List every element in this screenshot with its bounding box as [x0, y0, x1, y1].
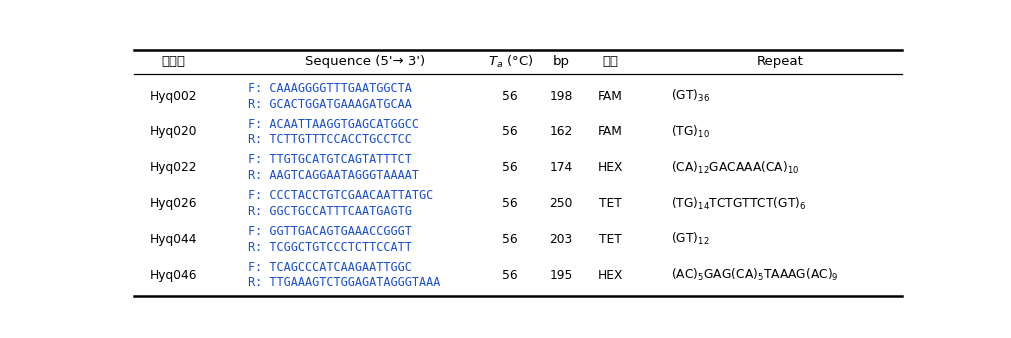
Text: R: AAGTCAGGAATAGGGTAAAAT: R: AAGTCAGGAATAGGGTAAAAT [248, 169, 419, 182]
Text: TET: TET [600, 233, 622, 246]
Text: FAM: FAM [599, 125, 623, 139]
Text: 56: 56 [502, 125, 518, 139]
Text: $\mathrm{(AC)}_{5}\mathrm{GAG(CA)}_{5}\mathrm{TAAAG(AC)}_{9}$: $\mathrm{(AC)}_{5}\mathrm{GAG(CA)}_{5}\m… [671, 267, 838, 283]
Text: $\mathrm{(GT)}_{36}$: $\mathrm{(GT)}_{36}$ [671, 88, 710, 104]
Text: F: GGTTGACAGTGAAACCGGGT: F: GGTTGACAGTGAAACCGGGT [248, 225, 411, 238]
Text: 198: 198 [550, 90, 573, 103]
Text: $\mathrm{(TG)}_{10}$: $\mathrm{(TG)}_{10}$ [671, 124, 710, 140]
Text: FAM: FAM [599, 90, 623, 103]
Text: R: GGCTGCCATTTCAATGAGTG: R: GGCTGCCATTTCAATGAGTG [248, 205, 411, 218]
Text: $\mathrm{(GT)}_{12}$: $\mathrm{(GT)}_{12}$ [671, 231, 710, 247]
Text: Hyq022: Hyq022 [150, 161, 197, 174]
Text: Sequence (5'→ 3'): Sequence (5'→ 3') [305, 55, 426, 68]
Text: TET: TET [600, 197, 622, 210]
Text: 250: 250 [550, 197, 573, 210]
Text: 174: 174 [550, 161, 573, 174]
Text: F: TTGTGCATGTCAGTATTTCT: F: TTGTGCATGTCAGTATTTCT [248, 153, 411, 166]
Text: F: CAAAGGGGTTTGAATGGCTA: F: CAAAGGGGTTTGAATGGCTA [248, 82, 411, 95]
Text: HEX: HEX [598, 161, 623, 174]
Text: $\mathrm{(CA)}_{12}\mathrm{GACAAA(CA)}_{10}$: $\mathrm{(CA)}_{12}\mathrm{GACAAA(CA)}_{… [671, 160, 799, 176]
Text: 56: 56 [502, 233, 518, 246]
Text: 56: 56 [502, 197, 518, 210]
Text: 56: 56 [502, 90, 518, 103]
Text: Repeat: Repeat [757, 55, 804, 68]
Text: 56: 56 [502, 161, 518, 174]
Text: 형광: 형광 [603, 55, 619, 68]
Text: HEX: HEX [598, 269, 623, 282]
Text: 56: 56 [502, 269, 518, 282]
Text: 162: 162 [550, 125, 573, 139]
Text: Hyq046: Hyq046 [150, 269, 197, 282]
Text: Hyq002: Hyq002 [150, 90, 197, 103]
Text: F: TCAGCCCATCAAGAATTGGC: F: TCAGCCCATCAAGAATTGGC [248, 261, 411, 274]
Text: F: CCCTACCTGTCGAACAATTATGC: F: CCCTACCTGTCGAACAATTATGC [248, 189, 433, 202]
Text: 203: 203 [550, 233, 573, 246]
Text: bp: bp [553, 55, 570, 68]
Text: 유전자: 유전자 [162, 55, 185, 68]
Text: 195: 195 [550, 269, 573, 282]
Text: R: TCTTGTTTCCACCTGCCTCC: R: TCTTGTTTCCACCTGCCTCC [248, 134, 411, 146]
Text: Hyq020: Hyq020 [150, 125, 197, 139]
Text: F: ACAATTAAGGTGAGCATGGCC: F: ACAATTAAGGTGAGCATGGCC [248, 118, 419, 130]
Text: R: TCGGCTGTCCCTCTTCCATT: R: TCGGCTGTCCCTCTTCCATT [248, 241, 411, 254]
Text: R: TTGAAAGTCTGGAGATAGGGTAAA: R: TTGAAAGTCTGGAGATAGGGTAAA [248, 276, 440, 289]
Text: Hyq026: Hyq026 [150, 197, 197, 210]
Text: R: GCACTGGATGAAAGATGCAA: R: GCACTGGATGAAAGATGCAA [248, 98, 411, 111]
Text: Hyq044: Hyq044 [150, 233, 197, 246]
Text: $T_a$ (°C): $T_a$ (°C) [487, 54, 533, 70]
Text: $\mathrm{(TG)}_{14}\mathrm{TCTGTTCT(GT)}_{6}$: $\mathrm{(TG)}_{14}\mathrm{TCTGTTCT(GT)}… [671, 195, 807, 212]
